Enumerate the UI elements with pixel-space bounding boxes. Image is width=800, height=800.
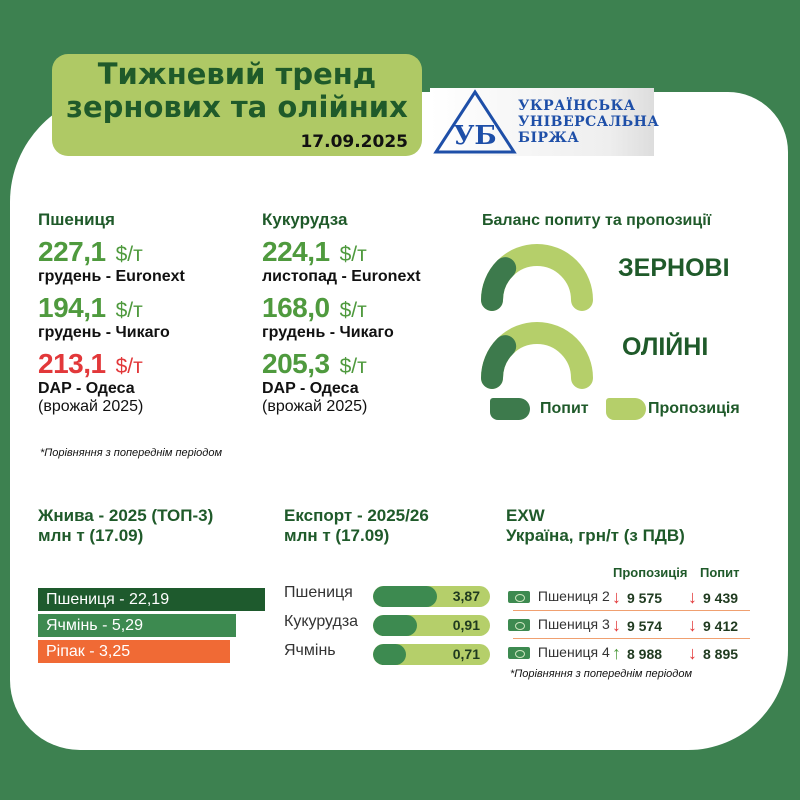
exchange-logo: УБ УКРАЇНСЬКА УНІВЕРСАЛЬНА БІРЖА <box>430 88 659 156</box>
price-label: листопад - Euronext <box>262 268 421 285</box>
export-label: Пшениця <box>284 584 353 601</box>
comparison-note: *Порівняння з попереднім періодом <box>40 447 223 459</box>
exw-header: EXW Україна, грн/т (з ПДВ) <box>506 506 685 546</box>
price-value: 213,1 <box>38 348 106 379</box>
price-unit: $/т <box>339 299 367 322</box>
exw-row: Пшениця 3 ↓ 9 574 ↓ 9 412 <box>508 616 758 638</box>
corn-prices: Кукурудза 224,1 $/т листопад - Euronext 1… <box>262 210 421 416</box>
price-value: 205,3 <box>262 348 330 379</box>
exw-supply: 8 988 <box>627 646 663 662</box>
exw-demand: 9 412 <box>703 618 739 634</box>
money-icon <box>508 591 530 604</box>
legend-supply-swatch <box>606 398 646 420</box>
wheat-prices: Пшениця 227,1 $/т грудень - Euronext 194,… <box>38 210 185 416</box>
logo-text: УКРАЇНСЬКА <box>518 98 636 114</box>
section-subtitle: млн т (17.09) <box>38 526 144 545</box>
section-title: Жнива - 2025 (ТОП-3) <box>38 506 214 525</box>
exw-supply: 9 574 <box>627 618 663 634</box>
section-title: Кукурудза <box>262 210 348 229</box>
price-sublabel: (врожай 2025) <box>38 398 144 415</box>
gauge-demand-arc <box>481 257 517 311</box>
legend-demand-label: Попит <box>540 400 589 417</box>
trend-down-icon: ↓ <box>688 643 697 663</box>
exw-supply: 9 575 <box>627 590 663 606</box>
money-icon <box>508 647 530 660</box>
price-unit: $/т <box>115 355 143 378</box>
trend-up-icon: ↑ <box>612 643 621 663</box>
logo-text: БІРЖА <box>518 130 580 146</box>
price-label: DAP - Одеса <box>262 380 359 397</box>
gauge-label-oilseeds: ОЛІЙНІ <box>622 333 709 361</box>
export-bar-track: 3,87 <box>373 586 490 607</box>
section-subtitle: Україна, грн/т (з ПДВ) <box>506 526 685 545</box>
export-header: Експорт - 2025/26 млн т (17.09) <box>284 506 429 546</box>
harvest-bar: Ячмінь - 5,29 <box>38 614 236 637</box>
export-value: 3,87 <box>452 588 480 604</box>
row-divider <box>513 610 750 611</box>
section-title: Експорт - 2025/26 <box>284 506 429 525</box>
trend-down-icon: ↓ <box>688 587 697 607</box>
exw-demand: 8 895 <box>703 646 739 662</box>
exw-row: Пшениця 4 ↑ 8 988 ↓ 8 895 <box>508 644 758 666</box>
page-title-line1: Тижневий тренд <box>97 57 377 91</box>
export-bar-track: 0,71 <box>373 644 490 665</box>
price-label: DAP - Одеса <box>38 380 135 397</box>
section-title: EXW <box>506 506 545 525</box>
price-value: 168,0 <box>262 292 330 323</box>
price-unit: $/т <box>115 243 143 266</box>
export-value: 0,91 <box>452 617 480 633</box>
exw-label: Пшениця 4 <box>537 644 610 660</box>
exw-note: *Порівняння з попереднім періодом <box>510 668 693 680</box>
col-demand: Попит <box>700 565 740 580</box>
exw-row: Пшениця 2 ↓ 9 575 ↓ 9 439 <box>508 588 758 610</box>
exw-label: Пшениця 2 <box>537 588 610 604</box>
page-title-line2: зернових та олійних <box>66 90 408 124</box>
title-box: Тижневий тренд зернових та олійних 17.09… <box>52 54 422 156</box>
price-value: 194,1 <box>38 292 106 323</box>
export-label: Ячмінь <box>284 642 336 659</box>
price-value: 227,1 <box>38 236 106 267</box>
logo-mark: УБ <box>453 121 496 151</box>
gauge-label-grain: ЗЕРНОВІ <box>618 254 730 282</box>
report-date: 17.09.2025 <box>300 132 408 152</box>
col-supply: Пропозиція <box>613 565 688 580</box>
price-unit: $/т <box>339 355 367 378</box>
trend-down-icon: ↓ <box>688 615 697 635</box>
price-value: 224,1 <box>262 236 330 267</box>
exw-demand: 9 439 <box>703 590 739 606</box>
section-title: Пшениця <box>38 210 115 229</box>
price-label: грудень - Чикаго <box>38 324 170 341</box>
trend-down-icon: ↓ <box>612 615 621 635</box>
balance-gauges <box>481 244 593 389</box>
export-bar-fill <box>373 615 418 636</box>
legend-supply-label: Пропозиція <box>648 400 740 417</box>
exw-label: Пшениця 3 <box>537 616 610 632</box>
export-value: 0,71 <box>452 646 480 662</box>
export-bar-track: 0,91 <box>373 615 490 636</box>
harvest-bars: Пшениця - 22,19 Ячмінь - 5,29 Ріпак - 3,25 <box>38 588 265 666</box>
legend-demand-swatch <box>490 398 530 420</box>
row-divider <box>513 638 750 639</box>
money-icon <box>508 619 530 632</box>
price-sublabel: (врожай 2025) <box>262 398 368 415</box>
export-bar-fill <box>373 644 406 665</box>
price-unit: $/т <box>339 243 367 266</box>
balance-title: Баланс попиту та пропозиції <box>482 212 712 229</box>
harvest-header: Жнива - 2025 (ТОП-3) млн т (17.09) <box>38 506 213 546</box>
price-label: грудень - Euronext <box>38 268 185 285</box>
export-bar-fill <box>373 586 438 607</box>
harvest-bar: Ріпак - 3,25 <box>38 640 230 663</box>
price-label: грудень - Чикаго <box>262 324 394 341</box>
harvest-bar: Пшениця - 22,19 <box>38 588 265 611</box>
gauge-demand-arc <box>481 335 517 389</box>
price-unit: $/т <box>115 299 143 322</box>
export-label: Кукурудза <box>284 613 359 630</box>
trend-down-icon: ↓ <box>612 587 621 607</box>
logo-text: УНІВЕРСАЛЬНА <box>518 114 660 130</box>
section-subtitle: млн т (17.09) <box>284 526 390 545</box>
